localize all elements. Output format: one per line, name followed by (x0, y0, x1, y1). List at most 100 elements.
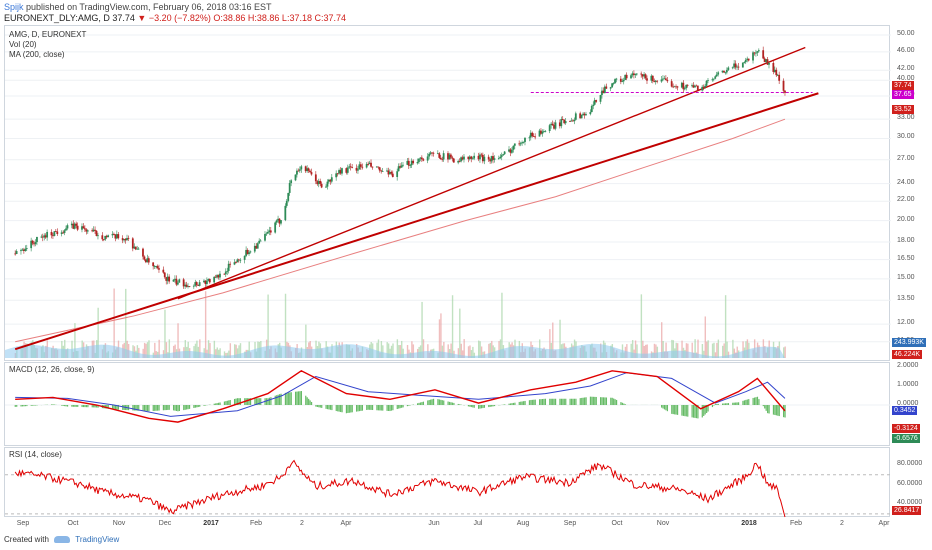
histogram-bar (783, 405, 785, 418)
volume-bar (125, 288, 127, 358)
histogram-bar (152, 405, 154, 411)
candle-body (776, 74, 779, 76)
volume-bar (671, 339, 673, 358)
price-axis[interactable]: 50.0046.0042.0040.0037.0033.0030.0027.00… (890, 25, 932, 361)
macd-pane[interactable]: MACD (12, 26, close, 9) (4, 362, 891, 446)
volume-bar (665, 342, 667, 358)
candle-body (105, 235, 108, 238)
histogram-bar (351, 405, 353, 413)
legend-volume[interactable]: Vol (20) (9, 40, 37, 49)
candle-body (338, 170, 340, 174)
author-link[interactable]: Spijk (4, 2, 24, 12)
histogram-bar (355, 405, 358, 412)
histogram-bar (514, 402, 516, 405)
price-pane[interactable]: AMG, D, EURONEXT Vol (20) MA (200, close… (4, 25, 891, 361)
candle-body (15, 251, 18, 254)
candle-body (101, 235, 104, 240)
histogram-bar (186, 405, 188, 410)
volume-bar (168, 339, 171, 358)
candle-body (380, 170, 383, 172)
volume-bar (216, 347, 218, 358)
volume-bar (225, 352, 227, 358)
candle-body (239, 259, 242, 261)
histogram-bar (703, 405, 705, 416)
volume-bar (229, 343, 232, 358)
candle-body (256, 243, 259, 249)
candle-body (497, 158, 500, 159)
candle-body (280, 220, 282, 224)
legend-symbol[interactable]: AMG, D, EURONEXT (9, 30, 87, 39)
histogram-bar (581, 397, 583, 405)
histogram-bar (521, 401, 523, 405)
histogram-bar (453, 402, 455, 405)
candle-body (570, 120, 573, 122)
candle-body (126, 237, 128, 241)
macd-legend[interactable]: MACD (12, 26, close, 9) (9, 365, 95, 374)
histogram-bar (752, 397, 754, 405)
histogram-bar (258, 398, 260, 405)
histogram-bar (50, 404, 53, 405)
time-axis[interactable]: Sep Oct Nov Dec 2017 Feb 2 Apr Jun Jul Aug Sep Oct No… (4, 517, 890, 531)
volume-bars (14, 288, 786, 358)
candle-body (229, 263, 232, 265)
macd-axis[interactable]: 2.0000 1.0000 0.0000 0.3452 -0.3124 -0.6576 (890, 362, 932, 446)
histogram-bar (562, 398, 564, 405)
histogram-bar (467, 405, 470, 407)
histogram-bar (726, 403, 728, 405)
rsi-legend[interactable]: RSI (14, close) (9, 450, 62, 459)
rsi-pane[interactable]: RSI (14, close) (4, 447, 891, 518)
candle-body (714, 76, 717, 79)
candle-body (300, 166, 303, 170)
histogram-bar (321, 405, 323, 408)
histogram-bar (305, 395, 307, 405)
histogram-bar (569, 398, 571, 405)
tradingview-brand[interactable]: TradingView (75, 535, 120, 544)
candle-body (162, 269, 165, 273)
symbol-line: EURONEXT_DLY:AMG, D 37.74 ▼ −3.20 (−7.82… (4, 13, 346, 24)
candle-body (477, 155, 480, 160)
candle-body (721, 70, 724, 73)
volume-bar (681, 340, 683, 358)
volume-bar (685, 343, 688, 358)
candle-body (479, 154, 481, 160)
candle-body (365, 163, 368, 168)
histogram-bar (277, 394, 279, 405)
time-tick-label: Nov (112, 520, 126, 527)
histogram-bar (239, 398, 241, 405)
histogram-bar (306, 397, 308, 405)
histogram-bar (328, 405, 330, 410)
candle-body (153, 266, 156, 267)
price-tick-label: 16.50 (897, 254, 915, 262)
histogram-bar (493, 405, 496, 407)
histogram-bar (174, 405, 176, 411)
rsi-axis[interactable]: 80.0000 60.0000 40.0000 26.8417 (890, 447, 932, 517)
candle-body (275, 220, 278, 223)
histogram-bar (122, 405, 124, 410)
histogram-bar (585, 397, 587, 405)
time-tick-label: Feb (249, 520, 263, 527)
histogram-bar (389, 405, 391, 412)
candle-body (483, 156, 486, 162)
candle-body (172, 279, 175, 282)
histogram-bar (470, 405, 472, 408)
candle-body (513, 143, 516, 146)
candle-body (583, 113, 586, 116)
candle-body (345, 168, 348, 173)
candle-body (227, 263, 230, 271)
candle-body (683, 88, 686, 90)
histogram-bar (87, 405, 89, 408)
histogram-bar (736, 402, 738, 405)
histogram-bar (145, 405, 147, 412)
volume-bar (305, 324, 307, 358)
candle-body (287, 192, 290, 201)
histogram-bar (613, 398, 615, 405)
volume-bar (443, 341, 445, 358)
volume-bar (284, 293, 287, 358)
legend-ma[interactable]: MA (200, close) (9, 50, 65, 59)
volume-bar (377, 339, 380, 358)
candle-body (253, 245, 256, 252)
candle-body (326, 181, 329, 187)
candle-body (285, 200, 288, 206)
histogram-bar (552, 398, 554, 405)
histogram-bar (296, 391, 298, 405)
